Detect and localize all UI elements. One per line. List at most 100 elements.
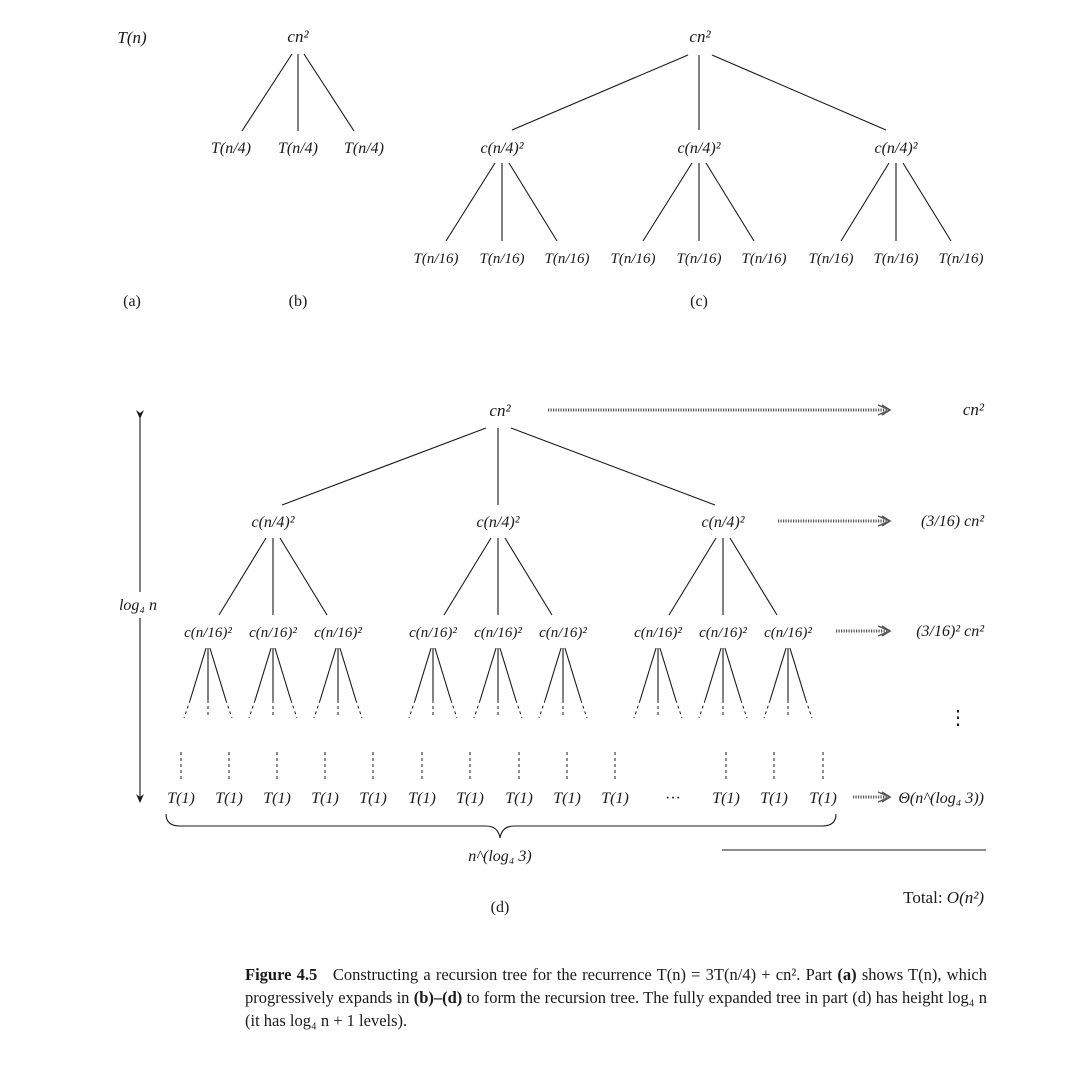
part-b-child: T(n/4) <box>211 140 251 157</box>
tree-edge-dashed <box>515 699 523 719</box>
height-label: log₄ n <box>119 597 157 614</box>
tree-edge-dashed <box>408 699 416 719</box>
caption-part-a: (a) <box>837 965 857 984</box>
part-d-level2-node: c(n/16)² <box>249 625 297 641</box>
level-cost-1: (3/16) cn² <box>921 513 985 530</box>
tree-edge-dashed <box>740 699 748 719</box>
leaf-node: T(1) <box>263 790 291 807</box>
part-d-level1-node: c(n/4)² <box>252 514 296 531</box>
leaf-stubs <box>180 752 824 782</box>
tree-edge <box>724 647 742 701</box>
figure-caption: Figure 4.5 Constructing a recursion tree… <box>245 963 987 1032</box>
part-a-label: (a) <box>123 293 141 310</box>
caption-text-2: shows T(n), which progressively expands … <box>245 965 987 1007</box>
part-c-level2-node: T(n/16) <box>480 251 525 267</box>
level-cost-0: cn² <box>963 400 985 419</box>
part-d-label: (d) <box>491 899 510 916</box>
part-b-root: cn² <box>287 27 309 46</box>
part-c-level2-node: T(n/16) <box>611 251 656 267</box>
tree-edge <box>511 54 689 131</box>
tree-edge <box>319 647 337 701</box>
tree-edge <box>218 537 267 616</box>
tree-edge <box>564 647 582 701</box>
tree-edge-dashed <box>450 699 458 719</box>
tree-edge <box>434 647 452 701</box>
tree-edge <box>339 647 357 701</box>
part-c-level2-node: T(n/16) <box>809 251 854 267</box>
figure-label: Figure 4.5 <box>245 965 318 984</box>
part-c-level2-node: T(n/16) <box>414 251 459 267</box>
part-d-level2-node: c(n/16)² <box>184 625 232 641</box>
tree-edge <box>668 537 717 616</box>
leaf-node: T(1) <box>359 790 387 807</box>
part-c-label: (c) <box>690 293 708 310</box>
tree-edge-dashed <box>805 699 813 719</box>
part-c-level2-node: T(n/16) <box>874 251 919 267</box>
part-b-child: T(n/4) <box>344 140 384 157</box>
tree-edge <box>769 647 787 701</box>
descending-edges <box>183 647 813 719</box>
part-c-level2-node: T(n/16) <box>939 251 984 267</box>
tree-edge <box>642 162 693 242</box>
caption-part-bd: (b)–(d) <box>413 988 463 1007</box>
leaf-node: T(1) <box>167 790 195 807</box>
tree-edge-dashed <box>675 699 683 719</box>
tree-edge-dashed <box>698 699 706 719</box>
tree-edge <box>254 647 272 701</box>
part-c-root: cn² <box>689 27 711 46</box>
tree-edge-dashed <box>248 699 256 719</box>
tree-edge <box>711 54 887 131</box>
tree-edge <box>789 647 807 701</box>
total-label: Total: <box>903 888 942 907</box>
part-d-level2-node: c(n/16)² <box>539 625 587 641</box>
level-cost-2: (3/16)² cn² <box>916 623 985 640</box>
part-d: log₄ n cn² c(n/4)² c(n/4)² c(n/4)² c(n/1… <box>119 400 986 916</box>
part-d-level2-node: c(n/16)² <box>634 625 682 641</box>
tree-edge-dashed <box>763 699 771 719</box>
tree-edge <box>414 647 432 701</box>
total-value: O(n²) <box>947 888 985 907</box>
tree-edge <box>499 647 517 701</box>
part-d-level1-node: c(n/4)² <box>702 514 746 531</box>
leaf-ellipsis: ··· <box>665 790 681 807</box>
part-d-level2-node: c(n/16)² <box>699 625 747 641</box>
tree-edge <box>479 647 497 701</box>
tree-edge <box>209 647 227 701</box>
leaf-row: T(1) T(1) T(1) T(1) T(1) T(1) T(1) T(1) … <box>167 790 837 807</box>
leaf-node: T(1) <box>553 790 581 807</box>
tree-edge-dashed <box>580 699 588 719</box>
part-d-level2-node: c(n/16)² <box>474 625 522 641</box>
caption-text-1: Constructing a recursion tree for the re… <box>332 965 833 984</box>
tree-edge <box>279 537 328 616</box>
leaf-node: T(1) <box>215 790 243 807</box>
leaf-node: T(1) <box>760 790 788 807</box>
tree-edge-dashed <box>538 699 546 719</box>
total: Total: O(n²) <box>903 888 984 907</box>
leaf-node: T(1) <box>809 790 837 807</box>
tree-edge <box>508 162 558 242</box>
part-c-level2-node: T(n/16) <box>545 251 590 267</box>
leaf-count-label: n^(log₄ 3) <box>468 848 531 865</box>
part-d-level1-node: c(n/4)² <box>477 514 521 531</box>
tree-edge <box>729 537 778 616</box>
part-d-level2-node: c(n/16)² <box>314 625 362 641</box>
tree-edge-dashed <box>633 699 641 719</box>
tree-edge <box>504 537 553 616</box>
tree-edge <box>704 647 722 701</box>
part-c-level2-node: T(n/16) <box>742 251 787 267</box>
leaf-node: T(1) <box>712 790 740 807</box>
tree-edge-dashed <box>225 699 233 719</box>
part-c-level1-node: c(n/4)² <box>481 140 525 157</box>
tree-edge <box>189 647 207 701</box>
tree-edge <box>840 162 890 242</box>
tree-edge <box>902 162 952 242</box>
tree-edge <box>241 53 293 132</box>
part-b-label: (b) <box>289 293 308 310</box>
tree-edge <box>544 647 562 701</box>
part-a: T(n) (a) <box>117 28 147 310</box>
part-b: cn² T(n/4) T(n/4) T(n/4) (b) <box>211 27 384 310</box>
part-a-node: T(n) <box>117 28 147 47</box>
leaf-node: T(1) <box>456 790 484 807</box>
part-c: cn² c(n/4)² c(n/4)² c(n/4)² T(n/16) T(n/… <box>414 27 984 310</box>
leaf-node: T(1) <box>601 790 629 807</box>
